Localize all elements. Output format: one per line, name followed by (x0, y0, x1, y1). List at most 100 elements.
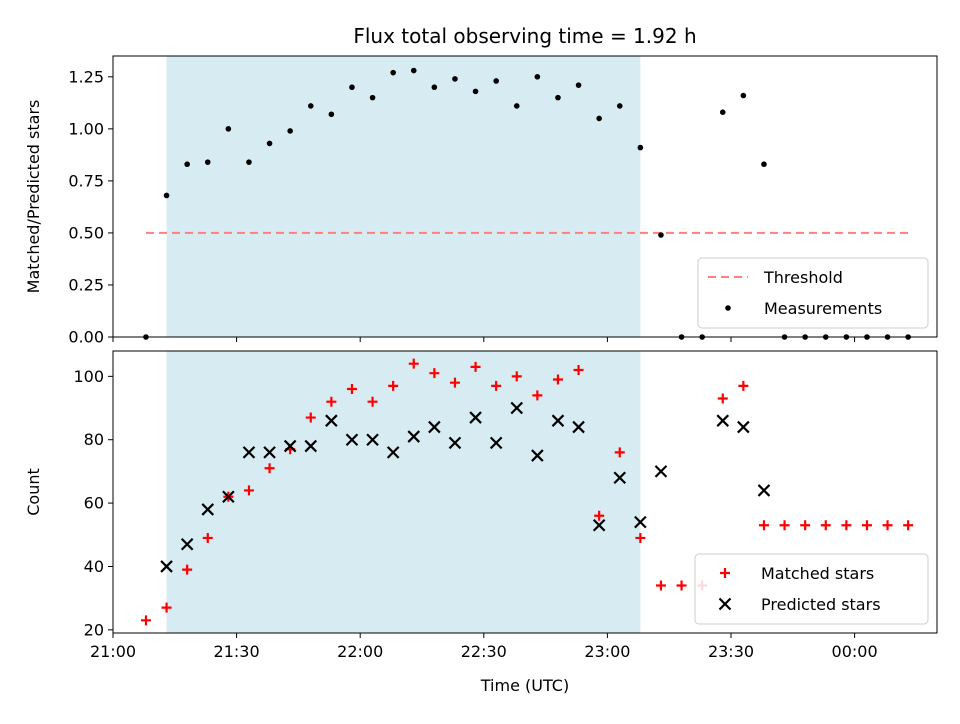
x-tick-label: 21:30 (214, 642, 260, 661)
measurement-point (163, 192, 170, 199)
ratio-panel: 0.00 0.25 0.50 0.75 1.00 1.25 Matched/Predict… (24, 55, 938, 347)
predicted-star-point (304, 439, 318, 453)
measurement-point (555, 94, 561, 101)
matched-star-point (758, 520, 769, 531)
matched-star-point (326, 396, 337, 407)
matched-star-point (532, 390, 543, 401)
measurement-point (369, 94, 376, 101)
y-tick-label: 0.75 (68, 171, 104, 190)
ratio-legend: Threshold Measurements (697, 257, 929, 329)
predicted-star-point (242, 446, 256, 459)
y-tick-label: 1.00 (68, 119, 104, 138)
measurement-point (184, 161, 190, 168)
matched-star-point (161, 602, 172, 613)
legend-swatch-measurements (725, 305, 731, 311)
predicted-star-point (572, 420, 585, 434)
matched-star-point (800, 520, 811, 531)
measurement-point (493, 78, 499, 84)
matched-star-point (635, 532, 646, 543)
predicted-star-point (428, 420, 441, 434)
matched-star-point (243, 485, 254, 496)
measurement-point (740, 92, 747, 99)
predicted-star-point (716, 414, 730, 427)
predicted-star-point (386, 446, 400, 459)
matched-star-point (140, 615, 151, 626)
predicted-star-point (283, 439, 297, 453)
predicted-star-point (613, 471, 627, 485)
x-tick-label: 00:00 (832, 642, 878, 661)
matched-star-point (779, 520, 790, 531)
predicted-star-point (180, 538, 194, 551)
ratio-y-axis-label: Matched/Predicted stars (24, 100, 43, 294)
y-tick-label: 80 (84, 430, 104, 449)
measurement-point (328, 111, 335, 118)
predicted-star-point (489, 436, 503, 450)
legend-box (694, 553, 929, 625)
measurement-point (266, 140, 273, 147)
y-tick-label: 1.25 (68, 67, 104, 86)
matched-star-point (388, 380, 399, 391)
matched-star-point (655, 580, 666, 591)
legend-label: Measurements (764, 299, 882, 318)
y-tick-label: 60 (84, 494, 104, 513)
matched-star-point (202, 532, 213, 543)
predicted-star-point (592, 518, 606, 532)
x-axis-label: Time (UTC) (480, 676, 569, 695)
legend-swatch-predicted (718, 597, 732, 611)
matched-star-point (882, 520, 893, 531)
matched-star-point (820, 520, 831, 531)
matched-star-point (449, 377, 460, 388)
legend-swatch-matched (720, 568, 730, 578)
matched-star-point (491, 380, 502, 391)
count-panel-frame (112, 350, 938, 634)
x-tick-label: 23:00 (584, 642, 630, 661)
predicted-star-point (531, 449, 544, 462)
measurement-point (658, 232, 664, 238)
measurement-point (287, 128, 293, 134)
matched-star-point (367, 396, 378, 407)
measurement-point (637, 144, 644, 151)
y-tick-label: 40 (84, 557, 104, 576)
measurement-point (307, 103, 314, 109)
predicted-star-point (510, 401, 524, 415)
predicted-star-point (263, 446, 276, 459)
measurement-point (575, 82, 582, 88)
matched-star-point (511, 371, 522, 382)
predicted-star-point (737, 420, 750, 434)
y-tick-label: 0.50 (68, 223, 104, 242)
predicted-star-point (325, 414, 338, 427)
measurement-point (349, 84, 355, 91)
y-tick-label: 0.00 (68, 328, 104, 347)
matched-star-point (182, 564, 193, 575)
matched-star-point (594, 510, 605, 521)
matched-star-point (470, 361, 481, 372)
measurement-point (431, 84, 438, 91)
predicted-star-point (448, 436, 462, 450)
predicted-star-point (201, 503, 215, 516)
matched-star-point (841, 520, 852, 531)
count-y-axis-label: Count (24, 468, 43, 516)
x-tick-label: 22:30 (461, 642, 507, 661)
predicted-star-point (345, 433, 359, 446)
y-tick-label: 20 (84, 620, 104, 639)
predicted-star-point (551, 414, 565, 427)
matched-star-point (738, 380, 749, 391)
predicted-star-point (160, 560, 173, 573)
measurement-point (761, 161, 767, 168)
measurement-point (204, 159, 211, 165)
count-panel: 20 40 60 80 100 21:00 21:30 22:00 22:30 23:00 23:3… (24, 350, 938, 661)
matched-star-point (676, 580, 687, 591)
matched-star-point (346, 384, 357, 395)
x-tick-label: 23:30 (708, 642, 754, 661)
predicted-star-point (634, 515, 647, 529)
observing-window-shade (166, 56, 641, 337)
measurement-point (410, 67, 417, 74)
measurement-point (513, 103, 520, 109)
predicted-star-point (222, 490, 235, 504)
count-legend: Matched stars Predicted stars (694, 553, 929, 625)
matched-star-point (903, 520, 914, 531)
predicted-star-point (469, 411, 482, 424)
x-tick-label: 21:00 (90, 642, 136, 661)
measurement-point (452, 76, 458, 82)
measurement-point (472, 88, 479, 95)
